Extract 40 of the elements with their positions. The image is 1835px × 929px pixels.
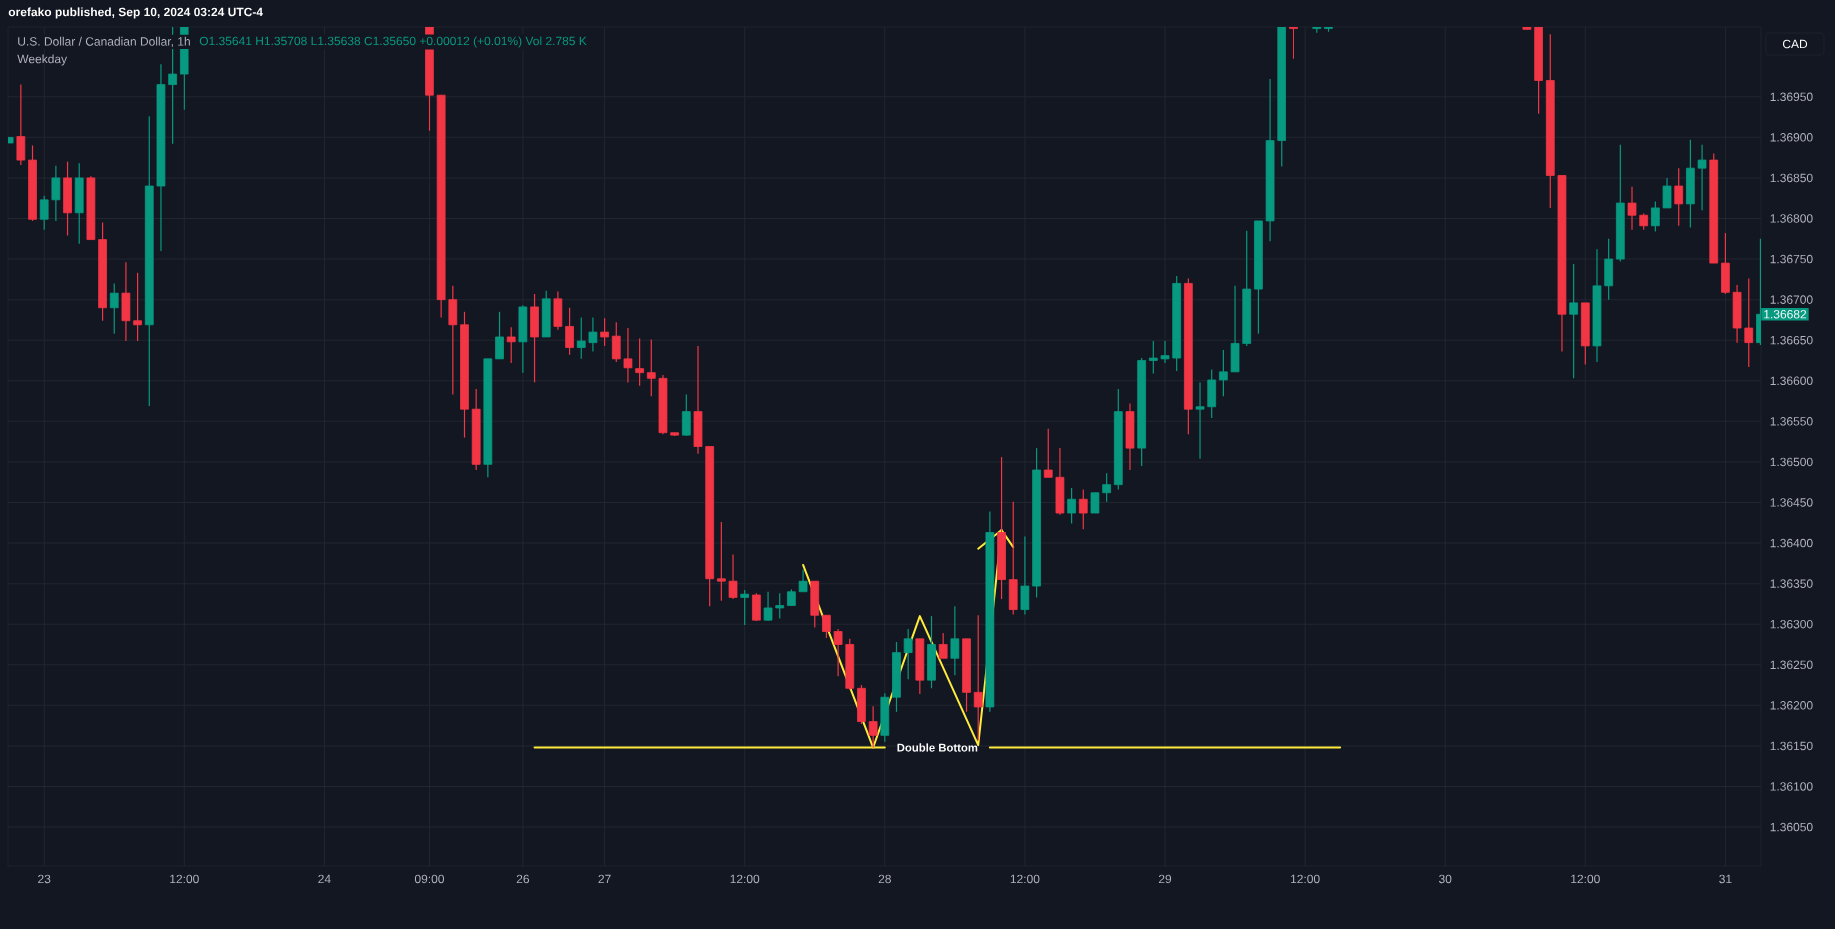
y-tick-label: 1.36550 bbox=[1770, 417, 1813, 426]
x-tick-label: 23 bbox=[38, 874, 51, 884]
x-tick-label: 09:00 bbox=[414, 874, 445, 884]
y-tick-label: 1.36900 bbox=[1770, 133, 1813, 142]
annotation: Double Bottom bbox=[897, 743, 978, 752]
x-tick-label: 12:00 bbox=[1010, 874, 1040, 884]
x-tick-label: 12:00 bbox=[730, 874, 760, 884]
x-tick-label: 28 bbox=[878, 874, 891, 884]
y-tick-label: 1.36650 bbox=[1770, 335, 1813, 345]
x-tick-label: 27 bbox=[598, 874, 611, 884]
y-tick-label: 1.36200 bbox=[1770, 701, 1813, 710]
x-tick-label: 30 bbox=[1439, 874, 1452, 884]
x-tick-label: 12:00 bbox=[1291, 874, 1320, 884]
x-tick-label: 26 bbox=[516, 874, 530, 884]
y-tick-label: 1.36350 bbox=[1770, 579, 1813, 588]
y-tick-label: 1.36400 bbox=[1770, 538, 1813, 548]
y-tick-label: 1.36450 bbox=[1770, 498, 1813, 507]
y-tick-label: 1.36500 bbox=[1770, 457, 1813, 467]
x-tick-label: 24 bbox=[318, 874, 331, 884]
y-tick-label: 1.36950 bbox=[1770, 92, 1813, 102]
x-tick-label: 12:00 bbox=[170, 874, 199, 884]
text: 1.36682 bbox=[1764, 309, 1807, 319]
y-tick-label: 1.36600 bbox=[1770, 376, 1813, 386]
y-tick-label: 1.36800 bbox=[1770, 214, 1813, 223]
y-tick-label: 1.36050 bbox=[1770, 822, 1813, 832]
y-tick-label: 1.36850 bbox=[1770, 173, 1813, 183]
text: orefako published, Sep 10, 2024 03:24 UTC-4 bbox=[8, 7, 263, 19]
text: U.S. Dollar / Canadian Dollar, 1h bbox=[18, 36, 190, 48]
y-tick-label: 1.36150 bbox=[1770, 741, 1813, 751]
y-tick-label: 1.36750 bbox=[1770, 254, 1813, 264]
annotation: Weekday bbox=[17, 54, 68, 66]
x-tick-label: 12:00 bbox=[1571, 874, 1600, 884]
x-tick-label: 29 bbox=[1158, 874, 1172, 884]
text: CAD bbox=[1782, 39, 1808, 49]
y-tick-label: 1.36300 bbox=[1770, 619, 1813, 629]
x-tick-label: 31 bbox=[1719, 874, 1732, 884]
y-tick-label: 1.36250 bbox=[1770, 660, 1813, 670]
text: O1.35641 H1.35708 L1.35638 C1.35650 +0.00012 (+0.01%) Vol 2.785 K bbox=[199, 36, 587, 48]
y-tick-label: 1.36700 bbox=[1770, 295, 1813, 304]
y-tick-label: 1.36100 bbox=[1770, 782, 1813, 791]
